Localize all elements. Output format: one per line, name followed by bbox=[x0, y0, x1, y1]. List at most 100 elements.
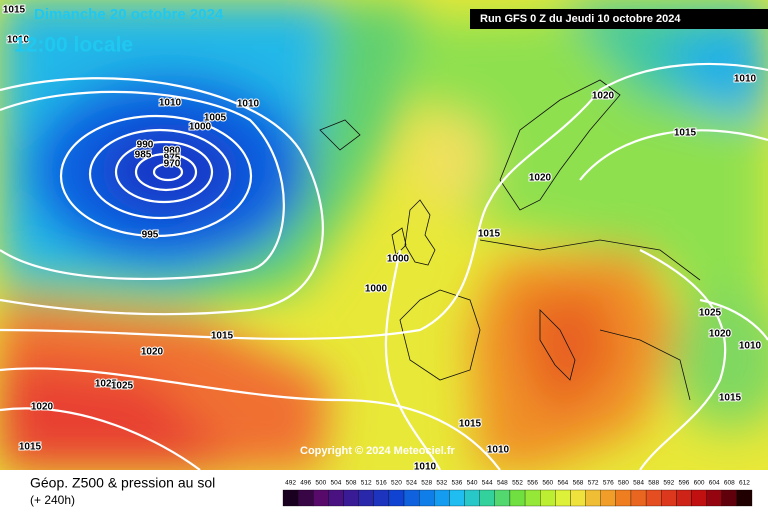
run-info: Run GFS 0 Z du Jeudi 10 octobre 2024 bbox=[480, 13, 681, 25]
scale-label: 504 bbox=[331, 480, 342, 487]
scale-swatch bbox=[328, 489, 344, 507]
copyright: Copyright © 2024 Meteociel.fr bbox=[300, 445, 456, 457]
scale-label: 580 bbox=[618, 480, 629, 487]
scale-swatch bbox=[313, 489, 329, 507]
isobar-label: 970 bbox=[164, 159, 181, 170]
isobar-label: 1020 bbox=[592, 91, 615, 102]
scale-label: 588 bbox=[648, 480, 659, 487]
isobar-label: 1020 bbox=[141, 347, 164, 358]
isobar-label: 1020 bbox=[31, 402, 54, 413]
scale-swatch bbox=[358, 489, 374, 507]
scale-swatch bbox=[691, 489, 707, 507]
isobar-label: 1010 bbox=[159, 98, 182, 109]
isobar-label: 1015 bbox=[211, 331, 234, 342]
scale-swatch bbox=[661, 489, 677, 507]
isobar-label: 1010 bbox=[734, 74, 757, 85]
scale-swatch bbox=[676, 489, 692, 507]
scale-label: 508 bbox=[346, 480, 357, 487]
scale-label: 572 bbox=[588, 480, 599, 487]
scale-label: 540 bbox=[467, 480, 478, 487]
scale-label: 532 bbox=[436, 480, 447, 487]
isobar-label: 1025 bbox=[111, 381, 134, 392]
isobar-label: 1010 bbox=[414, 462, 437, 473]
scale-label: 528 bbox=[421, 480, 432, 487]
isobar-label: 1025 bbox=[699, 308, 722, 319]
isobar-label: 975 bbox=[164, 153, 181, 164]
isobar-label: 1015 bbox=[3, 5, 26, 16]
isobar-label: 1015 bbox=[674, 128, 697, 139]
scale-swatch bbox=[449, 489, 465, 507]
scale-swatch bbox=[343, 489, 359, 507]
scale-label: 592 bbox=[663, 480, 674, 487]
scale-swatch bbox=[524, 489, 541, 507]
scale-label: 492 bbox=[285, 480, 296, 487]
scale-label: 512 bbox=[361, 480, 372, 487]
scale-swatch bbox=[585, 489, 601, 507]
scale-label: 568 bbox=[573, 480, 584, 487]
scale-swatch bbox=[706, 489, 722, 507]
scale-label: 536 bbox=[452, 480, 463, 487]
color-scale: 492 496 500 504 508 512 516 520 524 528 532 536 540 5… bbox=[282, 480, 753, 507]
scale-swatch bbox=[464, 489, 480, 507]
scale-swatch bbox=[509, 489, 526, 507]
scale-swatch bbox=[282, 489, 299, 507]
isobar-label: 1000 bbox=[189, 122, 212, 133]
isobar-label: 1015 bbox=[719, 393, 742, 404]
date: Dimanche 20 octobre 2024 bbox=[34, 6, 224, 23]
isobar-label: 1010 bbox=[739, 341, 762, 352]
scale-swatch bbox=[540, 489, 556, 507]
isobar-label: 1025 bbox=[95, 379, 118, 390]
scale-swatch bbox=[419, 489, 435, 507]
scale-label: 552 bbox=[512, 480, 523, 487]
isobar-label: 985 bbox=[135, 150, 152, 161]
scale-label: 524 bbox=[406, 480, 417, 487]
scale-swatch bbox=[403, 489, 420, 507]
scale-swatch bbox=[479, 489, 495, 507]
scale-label: 596 bbox=[678, 480, 689, 487]
scale-label: 544 bbox=[482, 480, 493, 487]
isobar-label: 990 bbox=[137, 140, 154, 151]
isobar-label: 1015 bbox=[478, 229, 501, 240]
scale-label: 600 bbox=[694, 480, 705, 487]
isobar-label: 995 bbox=[142, 230, 159, 241]
scale-swatch bbox=[645, 489, 662, 507]
run-banner bbox=[470, 9, 768, 29]
isobar-label: 980 bbox=[164, 146, 181, 157]
isobar-label: 1000 bbox=[365, 284, 388, 295]
scale-label: 548 bbox=[497, 480, 508, 487]
scale-label: 612 bbox=[739, 480, 750, 487]
scale-swatch bbox=[570, 489, 586, 507]
scale-swatch bbox=[494, 489, 511, 507]
scale-label: 500 bbox=[315, 480, 326, 487]
scale-label: 556 bbox=[527, 480, 538, 487]
scale-swatch bbox=[297, 489, 314, 507]
scale-swatch bbox=[434, 489, 450, 507]
scale-label: 584 bbox=[633, 480, 644, 487]
scale-swatch bbox=[615, 489, 632, 507]
isobar-label: 1005 bbox=[204, 113, 227, 124]
isobar-label: 1000 bbox=[387, 254, 410, 265]
isobar-label: 1010 bbox=[7, 35, 30, 46]
footer-title: Géop. Z500 & pression au sol bbox=[30, 475, 215, 491]
isobar-label: 1010 bbox=[237, 99, 260, 110]
scale-label: 576 bbox=[603, 480, 614, 487]
lead-time: (+ 240h) bbox=[30, 493, 75, 507]
scale-label: 520 bbox=[391, 480, 402, 487]
scale-swatch bbox=[630, 489, 647, 507]
isobars bbox=[0, 62, 768, 470]
scale-swatch bbox=[600, 489, 616, 507]
scale-label: 604 bbox=[709, 480, 720, 487]
scale-swatch bbox=[555, 489, 571, 507]
local-time: 12:00 locale bbox=[14, 34, 133, 57]
scale-swatch bbox=[373, 489, 390, 507]
isobar-label: 1020 bbox=[529, 173, 552, 184]
isobar-label: 1015 bbox=[19, 442, 42, 453]
scale-swatch bbox=[721, 489, 738, 507]
scale-swatch bbox=[736, 489, 753, 507]
scale-label: 560 bbox=[542, 480, 553, 487]
coastlines bbox=[319, 79, 701, 401]
scale-label: 564 bbox=[557, 480, 568, 487]
